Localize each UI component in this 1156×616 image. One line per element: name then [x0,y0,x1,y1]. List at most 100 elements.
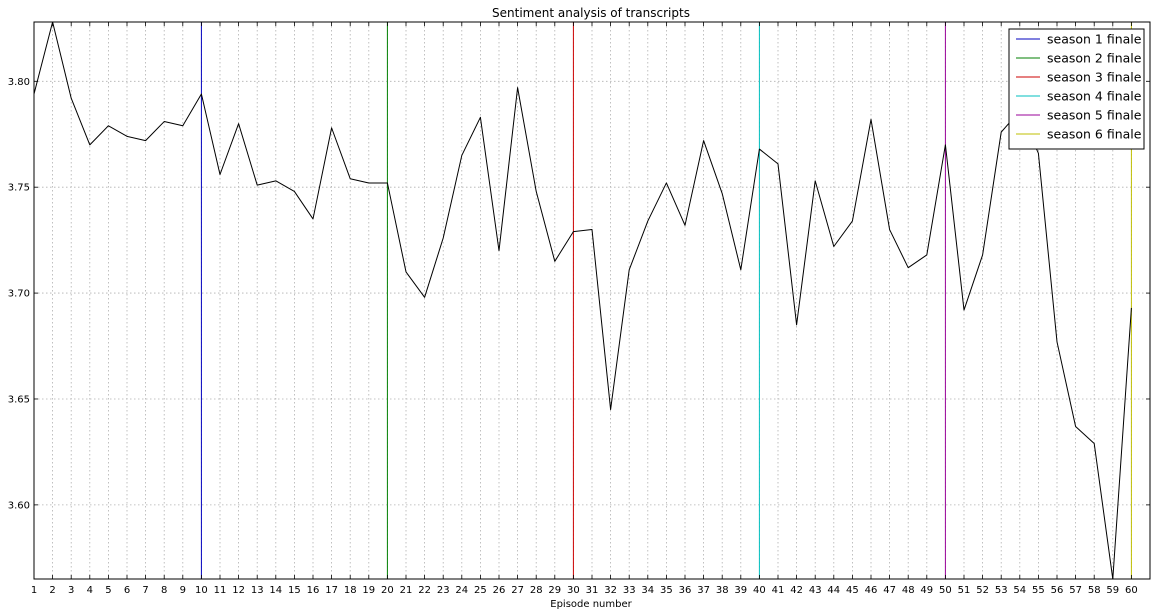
x-tick-label: 37 [697,585,710,596]
x-tick-label: 25 [474,585,487,596]
x-tick-label: 58 [1088,585,1101,596]
data-point [907,266,910,269]
data-point [981,253,984,256]
x-tick-label: 5 [105,585,111,596]
x-tick-label: 41 [772,585,785,596]
data-point [498,249,501,252]
legend-label: season 3 finale [1047,70,1142,85]
data-point [163,120,166,123]
data-point [367,181,370,184]
data-point [237,122,240,125]
data-point [851,220,854,223]
y-tick-label: 3.75 [8,183,30,194]
data-point [572,230,575,233]
x-tick-label: 43 [809,585,822,596]
legend-label: season 1 finale [1047,32,1142,47]
data-point [144,139,147,142]
y-tick-label: 3.60 [8,500,30,511]
data-point [349,177,352,180]
data-point [1093,442,1096,445]
data-point [1074,425,1077,428]
x-tick-label: 24 [455,585,468,596]
data-point [256,184,259,187]
data-point [684,224,687,227]
y-tick-label: 3.80 [8,77,30,88]
legend-box [1008,28,1145,150]
x-tick-label: 49 [920,585,933,596]
data-point [126,135,129,138]
x-tick-label: 28 [530,585,543,596]
x-tick-label: 32 [604,585,617,596]
data-point [181,124,184,127]
data-point [553,260,556,263]
x-tick-label: 29 [548,585,561,596]
x-tick-label: 39 [734,585,747,596]
data-point [777,162,780,165]
x-tick-label: 34 [641,585,654,596]
data-point [1056,340,1059,343]
data-point [944,143,947,146]
data-point [535,190,538,193]
y-tick-label: 3.70 [8,289,30,300]
x-tick-label: 53 [995,585,1008,596]
data-point [665,181,668,184]
data-point [460,154,463,157]
data-point [293,190,296,193]
x-tick-label: 15 [288,585,301,596]
x-tick-label: 8 [161,585,167,596]
data-point [814,179,817,182]
x-tick-label: 36 [679,585,692,596]
data-point [1000,131,1003,134]
data-point [795,323,798,326]
data-point [107,124,110,127]
x-tick-label: 30 [567,585,580,596]
sentiment-line [33,21,1132,580]
x-tick-label: 11 [214,585,227,596]
chart-title: Sentiment analysis of transcripts [492,6,690,20]
data-point [1037,152,1040,155]
x-tick-label: 56 [1051,585,1064,596]
x-tick-label: 18 [344,585,357,596]
x-tick-label: 26 [493,585,506,596]
data-point [1130,306,1133,309]
data-point [963,309,966,312]
x-tick-label: 19 [362,585,375,596]
x-tick-label: 3 [68,585,74,596]
data-point [516,86,519,89]
data-point [479,116,482,119]
x-tick-label: 42 [790,585,803,596]
data-point [628,268,631,271]
x-tick-label: 35 [660,585,673,596]
x-tick-label: 57 [1069,585,1082,596]
legend: season 1 finale season 2 finale season 3 f… [1008,28,1145,150]
x-tick-label: 40 [753,585,766,596]
data-point [739,268,742,271]
x-tick-label: 55 [1032,585,1045,596]
x-tick-label: 6 [124,585,130,596]
y-axis-ticks: 3.60 3.65 3.70 3.75 3.80 [8,77,1150,511]
x-tick-label: 47 [883,585,896,596]
data-point [70,97,73,100]
x-tick-label: 59 [1106,585,1119,596]
x-tick-label: 16 [307,585,320,596]
data-point [758,148,761,151]
x-tick-label: 46 [865,585,878,596]
data-series [33,21,1133,580]
data-point [330,126,333,129]
data-point [219,173,222,176]
data-point [591,228,594,231]
data-point [609,408,612,411]
x-tick-label: 10 [195,585,208,596]
data-point [832,245,835,248]
legend-label: season 5 finale [1047,108,1142,123]
legend-label: season 2 finale [1047,51,1142,66]
legend-label: season 6 finale [1047,127,1142,142]
legend-label: season 4 finale [1047,89,1142,104]
x-tick-label: 20 [381,585,394,596]
data-point [88,143,91,146]
x-tick-label: 7 [142,585,148,596]
x-tick-label: 54 [1013,585,1026,596]
x-tick-label: 51 [958,585,971,596]
data-point [200,93,203,96]
